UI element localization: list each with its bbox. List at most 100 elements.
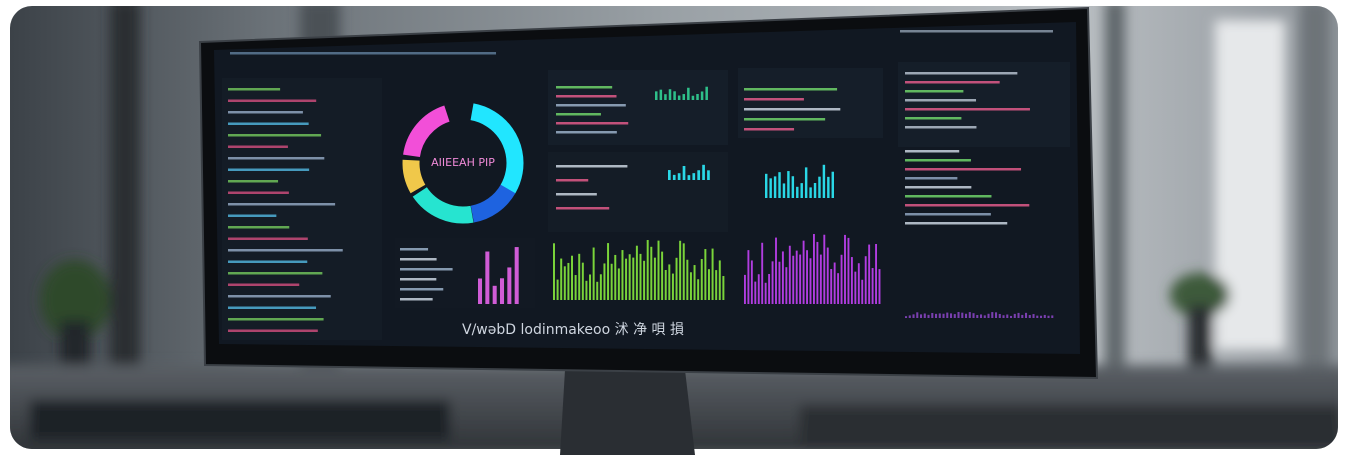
decor-bar <box>831 171 835 198</box>
decor-bar <box>718 260 721 300</box>
decor-bar <box>961 312 964 318</box>
decor-bar <box>980 314 983 318</box>
text-line <box>228 191 289 194</box>
decor-bar <box>610 263 613 300</box>
decor-bar <box>617 268 620 300</box>
decor-bar <box>946 312 949 318</box>
decor-bar <box>938 313 941 318</box>
decor-bar <box>795 250 798 304</box>
decor-bar <box>514 247 519 304</box>
decor-bar <box>957 312 960 318</box>
decor-bar <box>702 164 705 180</box>
text-line <box>744 118 826 121</box>
decor-bar <box>639 253 642 300</box>
decor-bar <box>875 243 877 304</box>
text-line <box>228 214 277 217</box>
decor-bar <box>826 247 829 304</box>
decor-bar <box>878 269 881 304</box>
text-line <box>228 283 300 286</box>
text-line <box>905 81 1000 84</box>
decor-bar <box>614 254 617 300</box>
decor-bar <box>823 234 826 304</box>
decor-bar <box>854 271 857 304</box>
text-line <box>905 213 991 216</box>
decor-bar <box>773 176 777 198</box>
decor-bar <box>819 254 822 304</box>
text-line <box>905 222 1008 225</box>
decor-bar <box>700 259 703 300</box>
decor-bar <box>861 279 864 304</box>
decor-bar <box>991 312 994 318</box>
decor-bar <box>492 285 497 304</box>
text-line <box>905 90 964 93</box>
text-line <box>556 86 613 89</box>
decor-bar <box>800 183 803 198</box>
decor-bar <box>809 187 812 198</box>
panel <box>222 78 382 340</box>
decor-bar <box>837 273 840 304</box>
decor-bar <box>704 249 707 300</box>
decor-bar <box>671 273 674 300</box>
text-line <box>905 195 992 198</box>
text-line <box>905 177 958 180</box>
decor-bar <box>700 91 704 100</box>
decor-bar <box>607 243 610 300</box>
text-line <box>228 318 324 321</box>
decor-bar <box>679 240 682 300</box>
decor-bar <box>603 263 606 300</box>
decor-bar <box>715 270 718 300</box>
decor-bar <box>796 186 799 198</box>
text-line <box>556 207 610 210</box>
text-line <box>228 260 308 263</box>
text-line <box>905 186 972 189</box>
text-line <box>905 168 1022 171</box>
decor-bar <box>840 254 843 304</box>
text-line <box>228 111 303 114</box>
decor-bar <box>1002 315 1005 318</box>
decor-bar <box>950 313 953 318</box>
text-line <box>228 295 331 298</box>
decor-bar <box>1036 315 1039 318</box>
decor-bar <box>769 178 772 198</box>
decor-bar <box>920 314 923 318</box>
decor-bar <box>722 276 725 300</box>
decor-bar <box>650 246 653 300</box>
decor-bar <box>927 314 930 318</box>
decor-bar <box>972 313 975 318</box>
decor-bar <box>500 278 505 304</box>
text-line <box>400 258 437 261</box>
decor-bar <box>687 175 691 180</box>
text-line <box>905 150 960 153</box>
text-line <box>228 180 279 183</box>
decor-bar <box>864 256 867 304</box>
decor-bar <box>560 258 563 300</box>
decor-bar <box>850 257 853 304</box>
decor-bar <box>711 248 714 300</box>
decor-bar <box>653 257 656 300</box>
decor-bar <box>621 250 624 300</box>
decor-bar <box>673 91 676 100</box>
decor-bar <box>791 176 795 198</box>
decor-bar <box>761 242 764 304</box>
decor-bar <box>1051 315 1054 318</box>
decor-bar <box>581 262 584 300</box>
decor-bar <box>693 265 696 300</box>
decor-bar <box>816 241 819 304</box>
decor-bar <box>976 315 979 318</box>
decor-bar <box>787 171 790 198</box>
panel <box>548 152 728 232</box>
text-line <box>228 306 317 309</box>
decor-bar <box>847 237 850 304</box>
decor-bar <box>799 254 802 304</box>
decor-bar <box>707 269 710 300</box>
decor-bar <box>830 269 833 304</box>
text-line <box>228 122 309 125</box>
decor-bar <box>912 314 915 318</box>
decor-bar <box>687 87 690 100</box>
text-line <box>744 128 795 131</box>
decor-bar <box>923 313 926 318</box>
text-line <box>905 117 962 120</box>
text-line <box>905 108 1030 111</box>
decor-bar <box>771 261 774 304</box>
decor-bar <box>677 95 681 100</box>
